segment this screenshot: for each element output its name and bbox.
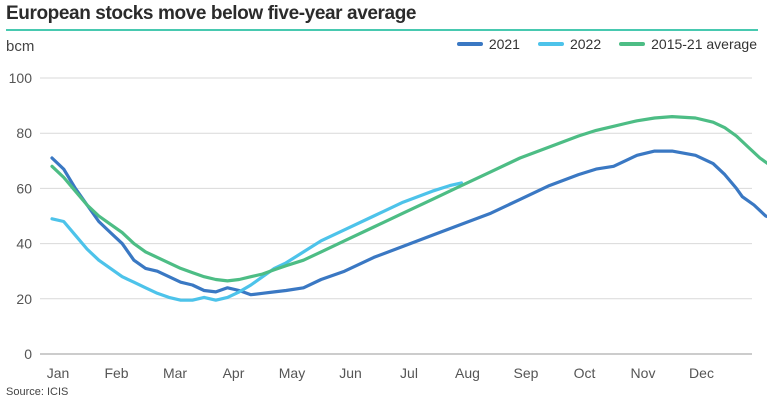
legend-label-2021: 2021 xyxy=(488,36,520,52)
x-tick-label: Apr xyxy=(223,365,245,381)
x-tick-label: Jan xyxy=(47,365,70,381)
x-tick-label: Nov xyxy=(631,365,656,381)
x-tick-label: Aug xyxy=(455,365,480,381)
legend-item-2021: 2021 xyxy=(456,36,520,52)
x-tick-label: Dec xyxy=(689,365,714,381)
series-line-2022 xyxy=(50,181,464,302)
x-tick-label: Feb xyxy=(104,365,128,381)
legend-swatch-2022 xyxy=(537,42,564,46)
x-tick-label: Sep xyxy=(514,365,539,381)
source-note: Source: ICIS xyxy=(6,386,69,398)
x-tick-label: Oct xyxy=(574,365,596,381)
legend-item-2022: 2022 xyxy=(537,36,602,52)
chart-title: European stocks move below five-year ave… xyxy=(6,3,417,24)
title-rule xyxy=(6,29,758,31)
legend-label-average: 2015-21 average xyxy=(651,36,757,52)
legend-swatch-average xyxy=(619,42,646,46)
y-tick-label: 0 xyxy=(24,346,32,362)
x-tick-label: May xyxy=(279,365,305,381)
x-tick-label: Jun xyxy=(339,365,362,381)
legend-swatch-2021 xyxy=(456,42,483,46)
legend: 2021 2022 2015-21 average xyxy=(456,36,757,52)
legend-item-average: 2015-21 average xyxy=(619,36,757,52)
series-line-2021 xyxy=(50,149,767,297)
x-tick-label: Mar xyxy=(163,365,187,381)
legend-label-2022: 2022 xyxy=(569,36,602,52)
x-tick-label: Jul xyxy=(400,365,418,381)
y-tick-label: 20 xyxy=(16,291,32,307)
y-axis-label: bcm xyxy=(6,38,35,55)
y-tick-label: 60 xyxy=(16,180,32,196)
y-tick-label: 100 xyxy=(9,70,33,86)
y-tick-label: 40 xyxy=(16,236,32,252)
y-tick-label: 80 xyxy=(16,125,32,141)
series-line-2015-21-average xyxy=(50,115,767,283)
